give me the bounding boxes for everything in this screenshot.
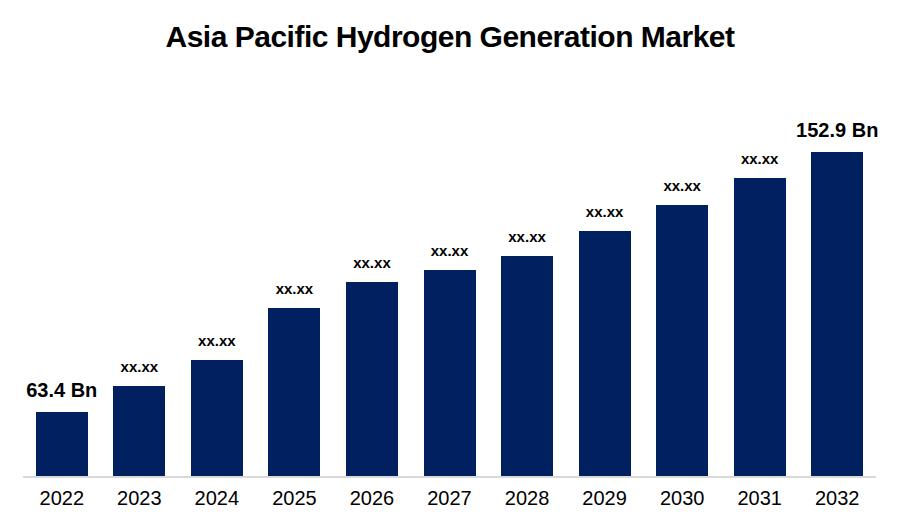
- plot-area: 63.4 Bn xx.xx xx.xx xx.xx xx.xx xx.xx xx.xx xx.…: [23, 100, 876, 477]
- chart-title: Asia Pacific Hydrogen Generation Market: [0, 20, 900, 54]
- bar-2022: [36, 412, 88, 477]
- bar-column-2025: xx.xx: [256, 100, 334, 477]
- bar-column-2029: xx.xx: [566, 100, 644, 477]
- bar-2032: [811, 152, 863, 477]
- bar-value-label-2031: xx.xx: [741, 150, 779, 168]
- bar-value-label-2023: xx.xx: [121, 358, 159, 376]
- bar-value-label-2025: xx.xx: [276, 280, 314, 298]
- bar-column-2026: xx.xx: [333, 100, 411, 477]
- x-axis-line: [23, 476, 876, 478]
- x-tick-2032: 2032: [798, 487, 876, 510]
- x-tick-2031: 2031: [721, 487, 799, 510]
- bar-value-label-2029: xx.xx: [586, 203, 624, 221]
- bar-column-2023: xx.xx: [101, 100, 179, 477]
- bar-value-label-2022: 63.4 Bn: [26, 378, 97, 402]
- bar-2031: [734, 178, 786, 477]
- x-axis-ticks: 2022202320242025202620272028202920302031…: [23, 487, 876, 510]
- bar-value-label-2032: 152.9 Bn: [796, 118, 878, 142]
- x-tick-2023: 2023: [101, 487, 179, 510]
- bar-column-2024: xx.xx: [178, 100, 256, 477]
- bar-column-2031: xx.xx: [721, 100, 799, 477]
- bar-column-2032: 152.9 Bn: [798, 100, 876, 477]
- chart-container: Asia Pacific Hydrogen Generation Market …: [0, 0, 900, 525]
- bar-value-label-2024: xx.xx: [198, 332, 236, 350]
- x-tick-2030: 2030: [643, 487, 721, 510]
- x-tick-2022: 2022: [23, 487, 101, 510]
- bar-2030: [656, 205, 708, 477]
- x-tick-2028: 2028: [488, 487, 566, 510]
- bar-2028: [501, 256, 553, 477]
- bar-2029: [579, 231, 631, 477]
- bar-2027: [424, 270, 476, 477]
- bar-2023: [113, 386, 165, 477]
- bar-column-2030: xx.xx: [643, 100, 721, 477]
- bar-column-2022: 63.4 Bn: [23, 100, 101, 477]
- bar-2026: [346, 282, 398, 477]
- bar-2024: [191, 360, 243, 477]
- bar-column-2028: xx.xx: [488, 100, 566, 477]
- bar-column-2027: xx.xx: [411, 100, 489, 477]
- bar-value-label-2026: xx.xx: [353, 254, 391, 272]
- x-tick-2025: 2025: [256, 487, 334, 510]
- bar-2025: [268, 308, 320, 477]
- x-tick-2026: 2026: [333, 487, 411, 510]
- bar-value-label-2030: xx.xx: [663, 177, 701, 195]
- x-tick-2029: 2029: [566, 487, 644, 510]
- x-tick-2027: 2027: [411, 487, 489, 510]
- bar-value-label-2028: xx.xx: [508, 228, 546, 246]
- bar-value-label-2027: xx.xx: [431, 242, 469, 260]
- x-tick-2024: 2024: [178, 487, 256, 510]
